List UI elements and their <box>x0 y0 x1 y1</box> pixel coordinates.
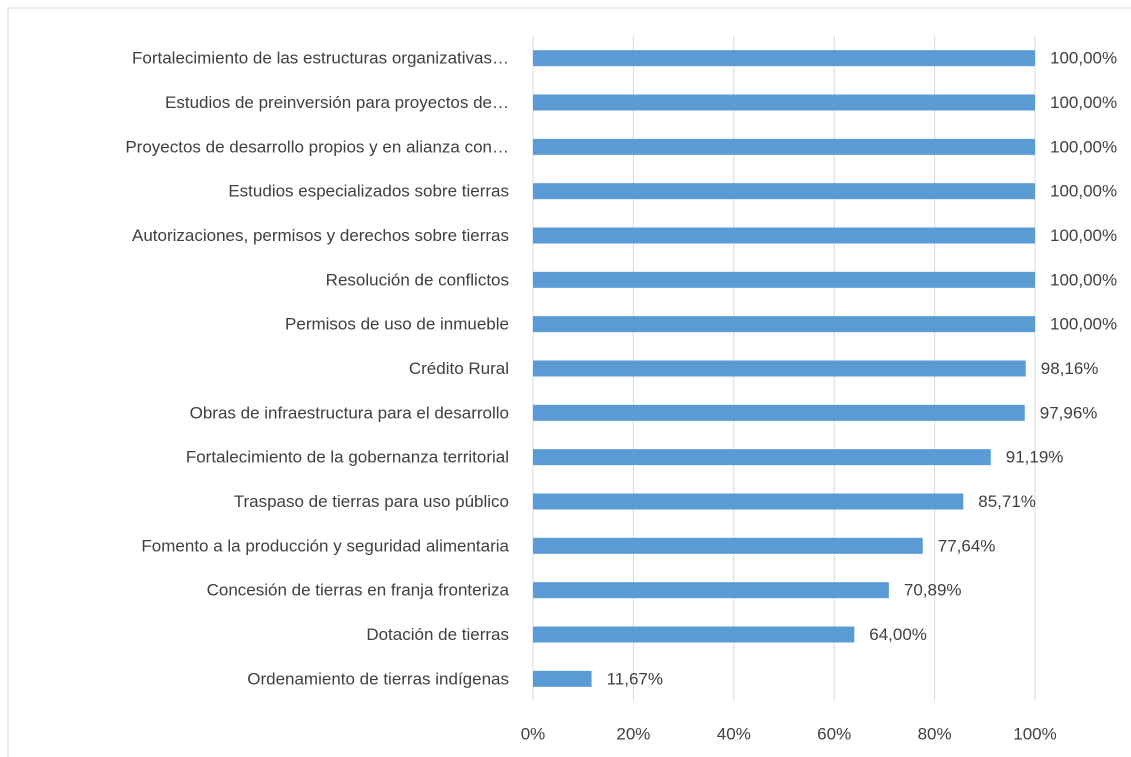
y-tick-label: Fortalecimiento de la gobernanza territo… <box>186 448 509 467</box>
value-label: 64,00% <box>869 625 927 644</box>
chart-frame <box>7 7 1131 757</box>
x-tick-label: 80% <box>918 724 952 743</box>
bar <box>533 449 991 466</box>
bar <box>533 626 855 643</box>
y-tick-label: Obras de infraestructura para el desarro… <box>190 403 509 422</box>
y-tick-label: Ordenamiento de tierras indígenas <box>247 669 509 688</box>
y-tick-label: Fomento a la producción y seguridad alim… <box>141 536 509 555</box>
value-label: 11,67% <box>607 669 663 688</box>
value-label: 100,00% <box>1050 49 1117 68</box>
bar <box>533 493 964 510</box>
value-label: 70,89% <box>904 581 962 600</box>
value-label: 100,00% <box>1050 137 1117 156</box>
value-label: 100,00% <box>1050 182 1117 201</box>
bar <box>533 50 1035 67</box>
x-tick-label: 40% <box>717 724 751 743</box>
x-tick-label: 100% <box>1013 724 1056 743</box>
y-tick-label: Concesión de tierras en franja fronteriz… <box>207 581 510 600</box>
y-tick-label: Traspaso de tierras para uso público <box>234 492 509 511</box>
y-tick-label: Permisos de uso de inmueble <box>285 315 509 334</box>
y-tick-label: Autorizaciones, permisos y derechos sobr… <box>132 226 509 245</box>
y-tick-label: Estudios de preinversión para proyectos … <box>165 93 509 112</box>
value-label: 85,71% <box>978 492 1036 511</box>
value-label: 100,00% <box>1050 93 1117 112</box>
bar <box>533 582 889 599</box>
y-tick-label: Proyectos de desarrollo propios y en ali… <box>125 137 509 156</box>
value-label: 100,00% <box>1050 226 1117 245</box>
bar <box>533 94 1035 111</box>
x-tick-label: 0% <box>521 724 546 743</box>
bar <box>533 360 1026 377</box>
y-tick-label: Dotación de tierras <box>366 625 509 644</box>
x-tick-label: 60% <box>817 724 851 743</box>
bar <box>533 227 1035 244</box>
y-tick-label: Estudios especializados sobre tierras <box>228 182 509 201</box>
value-label: 97,96% <box>1040 403 1098 422</box>
value-label: 100,00% <box>1050 270 1117 289</box>
bar <box>533 316 1035 333</box>
bar <box>533 138 1035 155</box>
x-tick-label: 20% <box>616 724 650 743</box>
bar <box>533 183 1035 200</box>
value-label: 77,64% <box>938 536 996 555</box>
y-tick-label: Resolución de conflictos <box>326 270 509 289</box>
y-tick-label: Fortalecimiento de las estructuras organ… <box>132 49 509 68</box>
bar <box>533 271 1035 288</box>
bar <box>533 537 923 554</box>
value-label: 91,19% <box>1006 448 1064 467</box>
bar <box>533 404 1025 421</box>
y-tick-label: Crédito Rural <box>409 359 509 378</box>
bar <box>533 670 592 687</box>
value-label: 100,00% <box>1050 315 1117 334</box>
value-label: 98,16% <box>1041 359 1099 378</box>
